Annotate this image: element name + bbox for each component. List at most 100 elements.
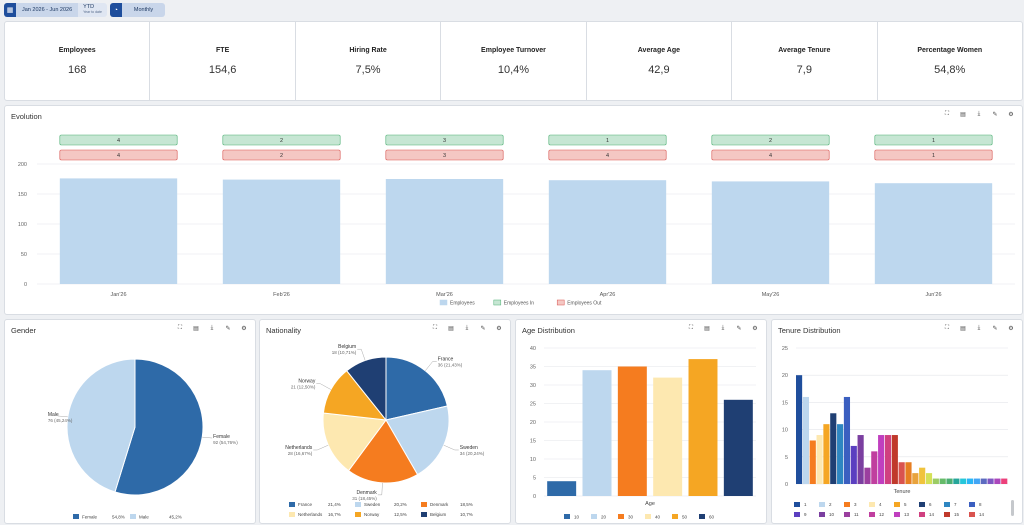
table-icon[interactable]: ▤ <box>448 326 454 332</box>
y-tick-label: 20 <box>782 373 788 379</box>
download-icon[interactable]: ⤓ <box>465 325 469 331</box>
legend-label: France <box>298 502 313 507</box>
kpi-label: Average Tenure <box>778 46 831 54</box>
legend-label: Norway <box>364 512 380 517</box>
employees-in-box <box>222 134 341 146</box>
edit-icon[interactable]: ✎ <box>480 326 486 332</box>
legend-swatch <box>969 502 975 507</box>
settings-icon[interactable]: ⚙ <box>241 326 247 332</box>
bar <box>816 435 823 484</box>
kpi-value: 54,8% <box>934 63 966 76</box>
y-tick-label: 0 <box>533 494 536 500</box>
legend-label: 6 <box>929 502 932 507</box>
bar <box>994 478 1001 484</box>
edit-icon[interactable]: ✎ <box>736 326 742 332</box>
pie-slice <box>385 405 450 476</box>
card-title: Age Distribution <box>522 326 575 335</box>
kpi-hiring-rate: Hiring Rate 7,5% <box>296 22 442 100</box>
kpi-label: Employees <box>58 46 96 54</box>
bar-employees <box>711 181 830 284</box>
expand-icon[interactable]: ⛶ <box>177 325 183 331</box>
settings-icon[interactable]: ⚙ <box>1008 112 1014 118</box>
legend-swatch <box>699 514 705 519</box>
expand-icon[interactable]: ⛶ <box>688 325 694 331</box>
card-toolbar: ⛶ ▤ ⤓ ✎ ⚙ <box>176 325 248 332</box>
legend-swatch <box>794 512 800 517</box>
legend-swatch <box>421 502 427 507</box>
employees-in-label: 4 <box>117 138 120 144</box>
date-range-filter[interactable]: ▦ Jan 2026 - Jun 2026 YTD Year to date <box>4 3 107 17</box>
bar <box>823 424 830 484</box>
granularity-filter[interactable]: ◔ Monthly <box>109 3 166 17</box>
download-icon[interactable]: ⤓ <box>210 325 214 331</box>
tenure-card: Tenure Distribution ⛶ ▤ ⤓ ✎ ⚙ 0 5 10 15 20 25 Tenu… <box>771 319 1023 524</box>
table-icon[interactable]: ▤ <box>960 112 966 118</box>
download-icon[interactable]: ⤓ <box>721 325 725 331</box>
y-tick-label: 30 <box>530 383 536 389</box>
legend-swatch <box>919 512 925 517</box>
bar <box>905 462 912 484</box>
legend-label: 5 <box>904 502 907 507</box>
legend-swatch <box>944 512 950 517</box>
legend-label: 7 <box>954 502 957 507</box>
bar <box>898 462 905 484</box>
legend-value: 45,2% <box>169 515 182 520</box>
legend-swatch <box>944 502 950 507</box>
legend-swatch <box>355 512 361 517</box>
bar <box>850 445 857 484</box>
expand-icon[interactable]: ⛶ <box>944 325 950 331</box>
kpi-label: Average Age <box>637 46 681 54</box>
kpi-label: FTE <box>216 46 230 54</box>
card-title: Gender <box>11 326 37 335</box>
table-icon[interactable]: ▤ <box>704 326 710 332</box>
pie-value-label: 21 (12,50%) <box>291 385 316 390</box>
edit-icon[interactable]: ✎ <box>992 112 998 118</box>
legend-swatch <box>894 502 900 507</box>
download-icon[interactable]: ⤓ <box>977 325 981 331</box>
employees-in-label: 3 <box>443 138 446 144</box>
expand-icon[interactable]: ⛶ <box>432 325 438 331</box>
settings-icon[interactable]: ⚙ <box>752 326 758 332</box>
table-icon[interactable]: ▤ <box>960 326 966 332</box>
legend-swatch <box>819 502 825 507</box>
legend-label: Female <box>82 515 98 520</box>
pie-value-label: 92 (54,76%) <box>213 440 238 445</box>
bar-employees <box>874 183 993 284</box>
table-icon[interactable]: ▤ <box>193 326 199 332</box>
expand-icon[interactable]: ⛶ <box>944 111 950 117</box>
kpi-row: Employees 168 FTE 154,6 Hiring Rate 7,5% Em… <box>4 21 1023 101</box>
card-title: Nationality <box>266 326 302 335</box>
legend-label: 10 <box>574 515 580 520</box>
download-icon[interactable]: ⤓ <box>977 111 981 117</box>
edit-icon[interactable]: ✎ <box>992 326 998 332</box>
bar <box>960 478 967 484</box>
pie-value-label: 34 (20,24%) <box>460 451 485 456</box>
bar <box>980 478 987 484</box>
bar <box>878 435 885 484</box>
pie-leader-line <box>357 348 366 361</box>
legend-label: 30 <box>628 515 634 520</box>
pie-value-label: 31 (18,45%) <box>352 496 377 501</box>
bar <box>925 473 933 484</box>
employees-in-label: 1 <box>606 138 609 144</box>
employees-in-box <box>711 134 830 146</box>
x-tick-label: May'26 <box>762 292 780 298</box>
legend-label: 12 <box>879 512 885 517</box>
y-tick-label: 20 <box>530 420 536 426</box>
pie-slice <box>346 356 387 422</box>
legend-label: 60 <box>709 515 715 520</box>
settings-icon[interactable]: ⚙ <box>1008 326 1014 332</box>
legend-swatch <box>869 502 875 507</box>
kpi-value: 10,4% <box>497 63 530 76</box>
bar <box>582 370 612 496</box>
y-tick-label: 50 <box>21 252 27 258</box>
legend-value: 21,4% <box>328 502 341 507</box>
ytd-selector[interactable]: YTD Year to date <box>78 3 107 17</box>
pie-label: Denmark <box>356 490 377 496</box>
edit-icon[interactable]: ✎ <box>225 326 231 332</box>
settings-icon[interactable]: ⚙ <box>496 326 502 332</box>
bar <box>830 413 837 484</box>
bar <box>857 435 864 484</box>
legend-value: 18,5% <box>460 502 473 507</box>
